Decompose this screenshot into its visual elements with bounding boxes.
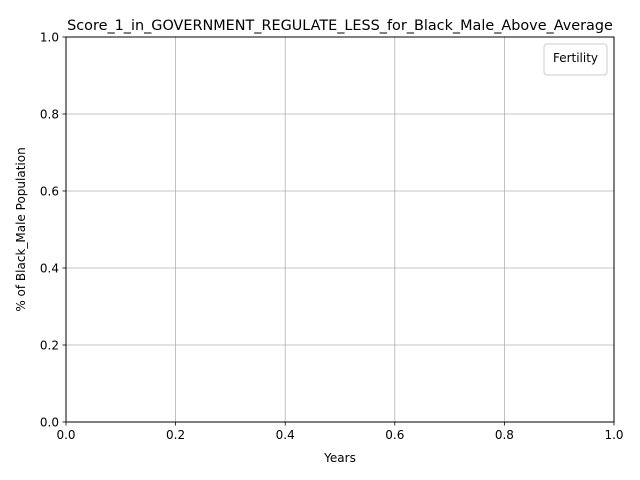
y-tick-label: 0.8: [40, 107, 59, 121]
legend-title: Fertility: [553, 51, 598, 65]
grid-lines: [65, 36, 615, 423]
y-tick-label: 1.0: [40, 30, 59, 44]
x-tick-label: 0.4: [276, 428, 295, 442]
x-tick-label: 0.0: [56, 428, 75, 442]
x-tick-label: 0.8: [495, 428, 514, 442]
y-tick-label: 0.2: [40, 338, 59, 352]
legend: Fertility: [543, 43, 608, 76]
chart-title: Score_1_in_GOVERNMENT_REGULATE_LESS_for_…: [67, 18, 613, 34]
y-axis-ticks: 0.0 0.2 0.4 0.6 0.8 1.0: [40, 30, 66, 429]
x-axis-label: Years: [323, 451, 356, 465]
plot-frame: [65, 36, 615, 423]
legend-box: [543, 43, 608, 76]
x-tick-label: 0.6: [385, 428, 404, 442]
x-tick-label: 1.0: [604, 428, 623, 442]
y-tick-label: 0.0: [40, 415, 59, 429]
x-axis-ticks: 0.0 0.2 0.4 0.6 0.8 1.0: [56, 422, 624, 442]
y-axis-label: % of Black_Male Population: [14, 147, 28, 311]
y-tick-label: 0.6: [40, 184, 59, 198]
x-tick-label: 0.2: [166, 428, 185, 442]
y-tick-label: 0.4: [40, 261, 59, 275]
